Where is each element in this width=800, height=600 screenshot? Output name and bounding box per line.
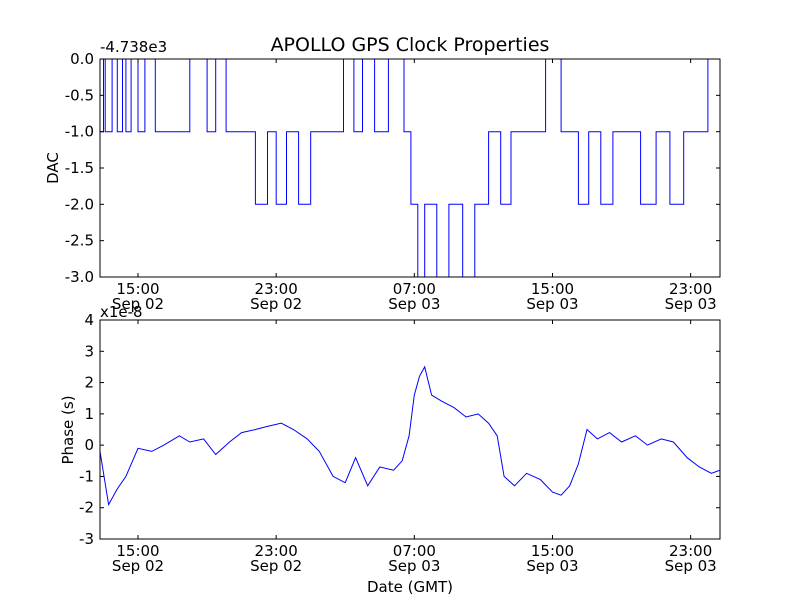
dac-y-tick-label: -0.5	[65, 86, 94, 104]
dac-x-tick-label-date: Sep 03	[665, 295, 717, 313]
phase-y-tick-label: 2	[84, 374, 94, 392]
phase-axes-frame	[99, 319, 721, 540]
dac-x-tick-label-date: Sep 03	[526, 295, 578, 313]
phase-x-tick-label-time: 07:00	[393, 542, 436, 560]
phase-x-tick-label-time: 23:00	[255, 542, 298, 560]
dac-y-tick-label: -3.0	[65, 268, 94, 286]
phase-y-tick-label: 1	[84, 405, 94, 423]
phase-x-tick-label-date: Sep 03	[526, 557, 578, 575]
dac-x-tick-label-date: Sep 02	[250, 295, 302, 313]
dac-y-tick-label: 0.0	[70, 50, 94, 68]
phase-y-tick-label: 0	[84, 436, 94, 454]
phase-y-tick-label: -1	[79, 467, 94, 485]
dac-y-tick-label: -1.0	[65, 123, 94, 141]
dac-x-tick-label-time: 23:00	[669, 280, 712, 298]
dac-axes-frame	[99, 58, 721, 278]
dac-panel: -4.738e3 DAC 0.0 -0.5 -1.0 -1.5 -2.0 -2.5 -3.0…	[44, 38, 721, 313]
dac-x-tick-label-time: 23:00	[255, 280, 298, 298]
phase-x-tick-label-date: Sep 03	[665, 557, 717, 575]
phase-offset-label: x1e-8	[100, 303, 143, 321]
phase-series-line-0	[100, 365, 720, 507]
chart-title: APOLLO GPS Clock Properties	[271, 34, 550, 56]
phase-y-tick-label: -3	[79, 530, 94, 548]
phase-x-tick-label-time: 15:00	[116, 542, 159, 560]
phase-ylabel: Phase (s)	[59, 395, 77, 464]
dac-y-tick-label: -1.5	[65, 159, 94, 177]
dac-x-tick-label-time: 15:00	[531, 280, 574, 298]
dac-series-line-0	[100, 59, 720, 277]
x-axis-label: Date (GMT)	[367, 578, 453, 596]
dac-x-tick-label-date: Sep 02	[112, 295, 164, 313]
dac-y-tick-label: -2.5	[65, 232, 94, 250]
phase-x-tick-label-time: 23:00	[669, 542, 712, 560]
dac-offset-label: -4.738e3	[100, 38, 167, 56]
phase-x-tick-label-time: 15:00	[531, 542, 574, 560]
phase-y-tick-label: -2	[79, 499, 94, 517]
phase-x-tick-label-date: Sep 02	[112, 557, 164, 575]
dac-ylabel: DAC	[44, 152, 62, 184]
dac-x-tick-label-date: Sep 03	[388, 295, 440, 313]
phase-x-tick-label-date: Sep 02	[250, 557, 302, 575]
phase-y-tick-label: 4	[84, 311, 94, 329]
dac-y-tick-label: -2.0	[65, 195, 94, 213]
phase-y-tick-label: 3	[84, 342, 94, 360]
phase-x-tick-label-date: Sep 03	[388, 557, 440, 575]
dac-x-tick-label-time: 07:00	[393, 280, 436, 298]
dac-x-tick-label-time: 15:00	[116, 280, 159, 298]
